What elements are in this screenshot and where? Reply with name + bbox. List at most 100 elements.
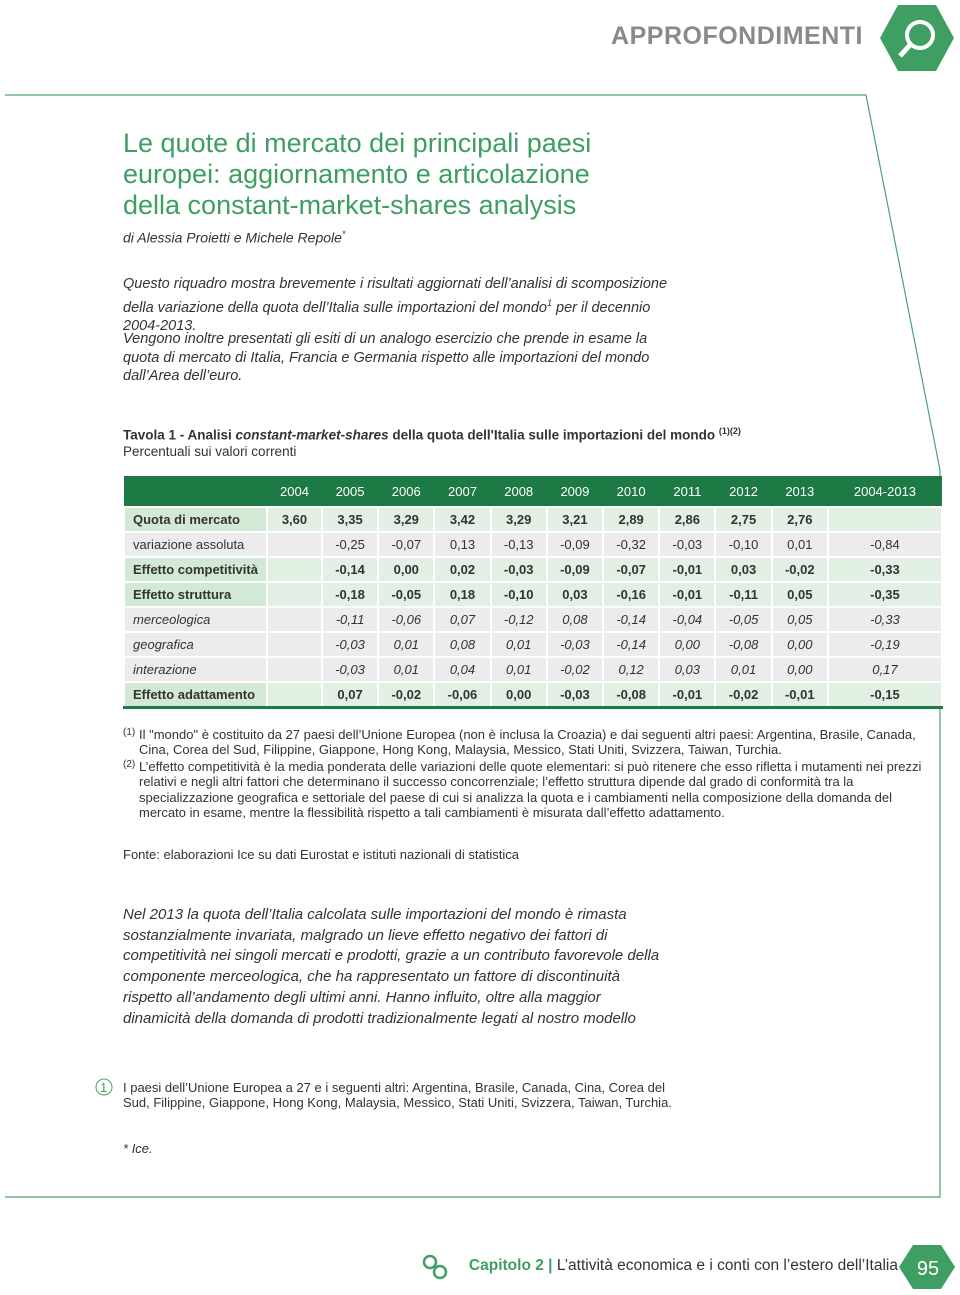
- cell: -0,14: [602, 606, 661, 633]
- magnifier: [905, 20, 935, 50]
- sep: |: [548, 1257, 553, 1274]
- table-row: variazione assoluta -0,25 -0,07 0,13 -0,13 -0…: [123, 531, 944, 558]
- footnote: 1 I paesi dell’Unione Europea a 27 e i se…: [100, 1080, 683, 1111]
- cell: -0,08: [714, 631, 773, 658]
- cell: 3,35: [320, 506, 380, 533]
- cell: 0,13: [433, 531, 492, 558]
- cell: 0,07: [433, 606, 492, 633]
- cell: [266, 531, 323, 558]
- row-label: merceologica: [123, 606, 268, 633]
- cell: -0,06: [433, 681, 492, 709]
- cell: [826, 506, 944, 533]
- row-label: Effetto competitività: [123, 556, 268, 583]
- cell: -0,07: [602, 556, 661, 583]
- cell: 0,08: [545, 606, 605, 633]
- t: Tavola 1 - Analisi: [123, 427, 236, 443]
- column-header: 2004-2013: [827, 476, 942, 507]
- cell: 0,05: [770, 581, 829, 608]
- author-mark: *: [341, 229, 346, 239]
- cell: 0,00: [658, 631, 717, 658]
- cell: 2,76: [770, 506, 829, 533]
- highlight: Nel 2013 la quota dell’Italia calcolata …: [123, 906, 660, 1027]
- cell: 0,03: [545, 581, 605, 608]
- t: constant-market-shares: [235, 427, 389, 443]
- cell: 2,86: [658, 506, 717, 533]
- table-row: geografica -0,03 0,01 0,08 0,01 -0,03 -0,14 0,0…: [123, 631, 944, 658]
- cell: -0,09: [545, 531, 605, 558]
- article-title: Le quote di mercato dei principali paesi…: [123, 128, 592, 220]
- cell: 3,29: [377, 506, 436, 533]
- cell: 0,07: [320, 681, 380, 709]
- cell: 0,01: [714, 656, 773, 683]
- chapter-title: L’attività economica e i conti con l’est…: [556, 1257, 898, 1274]
- column-header: 2008: [490, 476, 547, 507]
- note-mark: (2): [123, 759, 136, 770]
- cell: -0,33: [826, 556, 944, 583]
- cell: -0,03: [658, 531, 717, 558]
- intro: Questo riquadro mostra brevemente i risu…: [123, 275, 683, 335]
- cell: -0,12: [489, 606, 548, 633]
- page-badge: [899, 1245, 955, 1289]
- table-title: Tavola 1 - Analisi constant-market-share…: [123, 426, 741, 443]
- footnote-circle: [95, 1078, 113, 1096]
- cell: -0,25: [320, 531, 380, 558]
- cell: -0,06: [377, 606, 436, 633]
- note-ref: 1: [546, 297, 552, 308]
- cell: -0,10: [714, 531, 773, 558]
- cell: -0,05: [377, 581, 436, 608]
- source: Fonte: elaborazioni Ice su dati Eurostat…: [123, 847, 519, 862]
- table-row: Effetto struttura -0,18 -0,05 0,18 -0,10 0,03…: [123, 581, 944, 608]
- cell: [266, 556, 323, 583]
- cell: 0,02: [433, 556, 492, 583]
- cell: 3,21: [545, 506, 605, 533]
- cell: 3,29: [489, 506, 548, 533]
- header-row: 2004 2005 2006 2007 2008 2009 2010 2011 2012 2013…: [124, 476, 942, 507]
- cell: 0,01: [770, 531, 829, 558]
- row-label: interazione: [123, 656, 268, 683]
- column-header: 2011: [659, 476, 716, 507]
- cell: -0,15: [826, 681, 944, 709]
- cell: -0,01: [658, 581, 717, 608]
- table-row: merceologica -0,11 -0,06 0,07 -0,12 0,08 -0,14…: [123, 606, 944, 633]
- cell: -0,33: [826, 606, 944, 633]
- author-name: di Alessia Proietti e Michele Repole: [123, 229, 342, 246]
- cell: -0,03: [545, 681, 605, 709]
- cell: -0,84: [826, 531, 944, 558]
- cell: 2,89: [602, 506, 661, 533]
- cell: 3,42: [433, 506, 492, 533]
- cell: -0,07: [377, 531, 436, 558]
- note: (1) Il "mondo" è costituito da 27 paesi d…: [123, 727, 923, 758]
- column-header: 2013: [771, 476, 828, 507]
- column-header: 2009: [546, 476, 604, 507]
- t: della quota dell'Italia sulle importazio…: [388, 427, 719, 443]
- cell: -0,14: [602, 631, 661, 658]
- cell: 0,00: [770, 656, 829, 683]
- column-header: 2004: [267, 476, 322, 507]
- cell: -0,19: [826, 631, 944, 658]
- cell: 0,00: [377, 556, 436, 583]
- column-header: 2012: [715, 476, 772, 507]
- cell: 0,04: [433, 656, 492, 683]
- table-row: interazione -0,03 0,01 0,04 0,01 -0,02 0,12 0,0…: [123, 656, 944, 683]
- cell: -0,04: [658, 606, 717, 633]
- page-number: 95: [917, 1258, 939, 1280]
- footnote-mark: *: [123, 1141, 129, 1156]
- section-icon: [880, 5, 954, 71]
- cell: -0,03: [320, 656, 380, 683]
- row-label: Effetto adattamento: [123, 681, 268, 709]
- cell: 3,60: [266, 506, 323, 533]
- cell: 0,00: [489, 681, 548, 709]
- cell: -0,14: [320, 556, 380, 583]
- cell: -0,01: [770, 681, 829, 709]
- row-label: Effetto struttura: [123, 581, 268, 608]
- cell: 0,01: [377, 656, 436, 683]
- chapter-icon: [422, 1254, 448, 1280]
- note: (2) L’effetto competitività è la media po…: [123, 759, 923, 820]
- cell: -0,02: [545, 656, 605, 683]
- cell: -0,02: [377, 681, 436, 709]
- author: di Alessia Proietti e Michele Repole*: [123, 229, 345, 246]
- cell: -0,18: [320, 581, 380, 608]
- cell: 0,01: [489, 631, 548, 658]
- cell: -0,11: [714, 581, 773, 608]
- magnifier-handle: [898, 43, 912, 58]
